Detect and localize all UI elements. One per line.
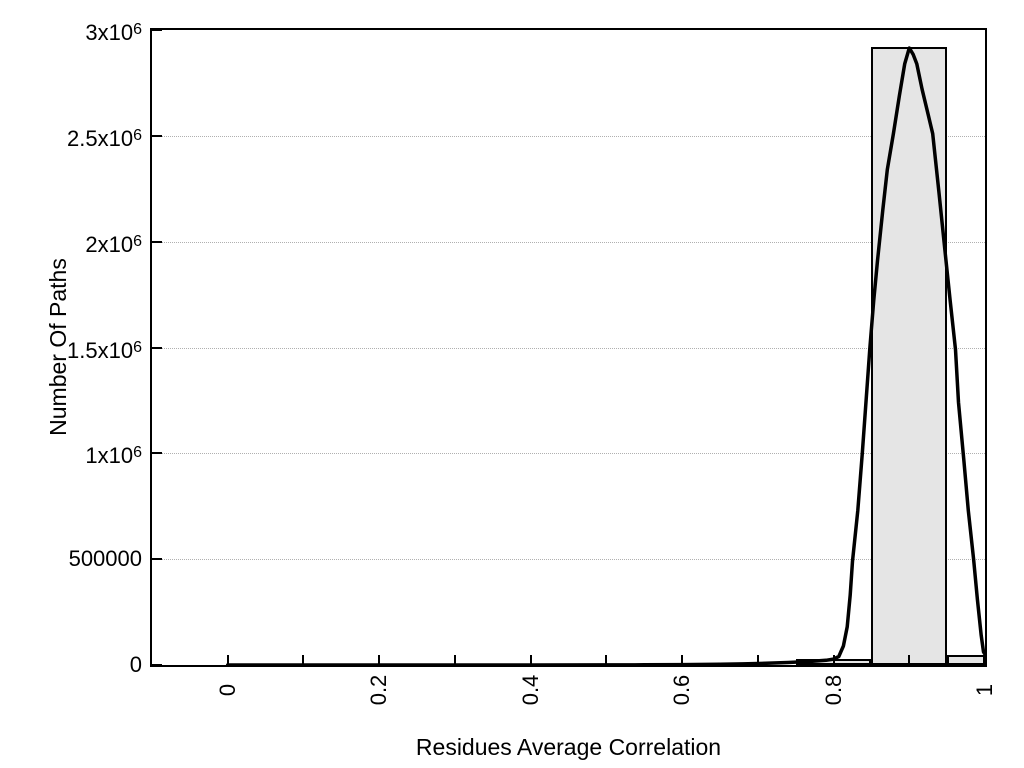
y-tick-label: 3x106 [85, 20, 142, 45]
y-tick-label: 1x106 [85, 443, 142, 469]
y-tick-label: 2x106 [85, 231, 142, 257]
x-tick-mark [605, 655, 608, 665]
x-tick-mark [378, 655, 381, 665]
x-tick-mark [756, 655, 759, 665]
x-tick-label: 0.2 [366, 674, 392, 706]
y-tick-mark [152, 240, 162, 243]
y-tick-exponent: 6 [133, 444, 142, 462]
x-tick-label: 1 [972, 683, 997, 697]
y-tick-label: 500000 [68, 546, 142, 572]
x-tick-mark [226, 655, 229, 665]
plot-area [150, 28, 987, 667]
y-tick-exponent: 6 [133, 21, 142, 38]
x-tick-mark [681, 655, 684, 665]
x-tick-label: 0 [214, 683, 240, 697]
x-tick-label: 0.4 [517, 674, 543, 706]
x-tick-label: 0.8 [820, 674, 846, 706]
x-axis-title: Residues Average Correlation [415, 734, 722, 760]
x-tick-label: 0.6 [669, 674, 695, 706]
y-tick-exponent: 6 [133, 232, 142, 250]
y-tick-mark [152, 29, 162, 31]
y-tick-mark [152, 346, 162, 349]
y-tick-label: 2.5x106 [67, 125, 142, 151]
y-axis-title: Number Of Paths [45, 258, 71, 436]
y-tick-mark [152, 664, 162, 666]
y-tick-mark [152, 558, 162, 561]
y-tick-label: 0 [129, 652, 142, 677]
x-tick-mark [832, 655, 835, 665]
x-tick-mark [302, 655, 305, 665]
x-tick-mark [908, 655, 911, 665]
y-tick-label: 1.5x106 [67, 337, 142, 363]
x-tick-mark [529, 655, 532, 665]
x-tick-mark [984, 655, 986, 665]
tick-layer [152, 29, 986, 666]
y-tick-mark [152, 134, 162, 137]
y-tick-mark [152, 452, 162, 455]
y-tick-exponent: 6 [133, 126, 142, 144]
x-tick-mark [453, 655, 456, 665]
y-tick-exponent: 6 [133, 338, 142, 356]
